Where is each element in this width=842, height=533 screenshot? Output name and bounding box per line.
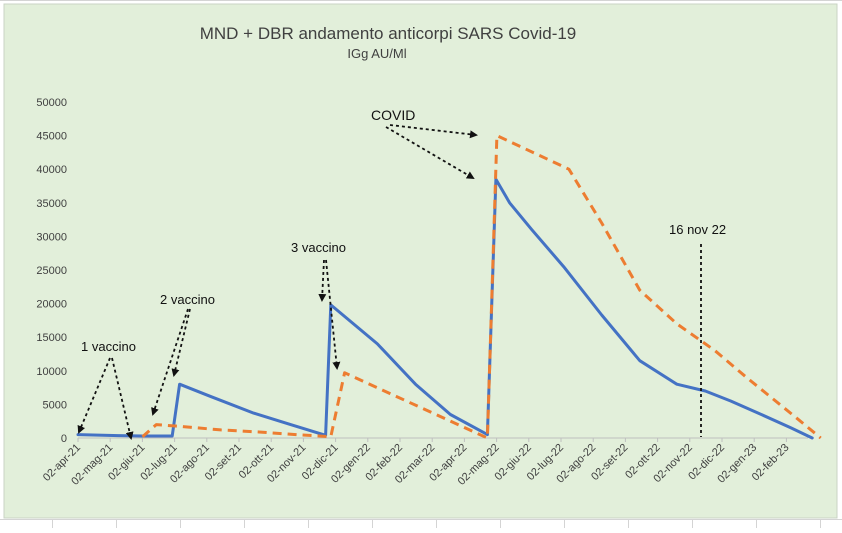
y-tick-label: 5000 — [43, 399, 67, 411]
annotation-covid: COVID — [371, 107, 415, 123]
annotation-1-vaccino: 1 vaccino — [81, 339, 136, 354]
arrow-covid-blue — [385, 126, 475, 180]
arrow-3-vaccino-orange — [325, 259, 341, 370]
chart-subtitle: IGg AU/Ml — [347, 46, 406, 61]
y-tick-label: 25000 — [36, 265, 67, 277]
annotations: COVID 3 vaccino 2 vaccino 1 vaccino 16 n… — [77, 107, 726, 440]
y-tick-label: 35000 — [36, 198, 67, 210]
y-axis: 0 5000 10000 15000 20000 25000 30000 35000 40000… — [36, 97, 67, 445]
annotation-16-nov-22: 16 nov 22 — [669, 222, 726, 237]
y-tick-label: 30000 — [36, 231, 67, 243]
arrow-1-vaccino-left — [77, 357, 111, 434]
arrow-3-vaccino-blue — [318, 259, 327, 302]
y-tick-label: 40000 — [36, 164, 67, 176]
y-tick-label: 50000 — [36, 97, 67, 109]
arrow-1-vaccino-right — [111, 357, 134, 440]
y-tick-label: 45000 — [36, 131, 67, 143]
arrow-covid-orange — [389, 124, 478, 139]
series-line-2 — [141, 134, 822, 440]
annotation-3-vaccino: 3 vaccino — [291, 240, 346, 255]
arrow-2-vaccino-orange — [151, 308, 189, 416]
y-tick-label: 15000 — [36, 332, 67, 344]
y-tick-label: 0 — [61, 433, 67, 445]
y-tick-label: 20000 — [36, 299, 67, 311]
arrow-2-vaccino-blue — [171, 308, 191, 377]
chart-background — [3, 3, 838, 519]
y-tick-label: 10000 — [36, 366, 67, 378]
chart-title: MND + DBR andamento anticorpi SARS Covid… — [200, 24, 577, 43]
annotation-2-vaccino: 2 vaccino — [160, 292, 215, 307]
